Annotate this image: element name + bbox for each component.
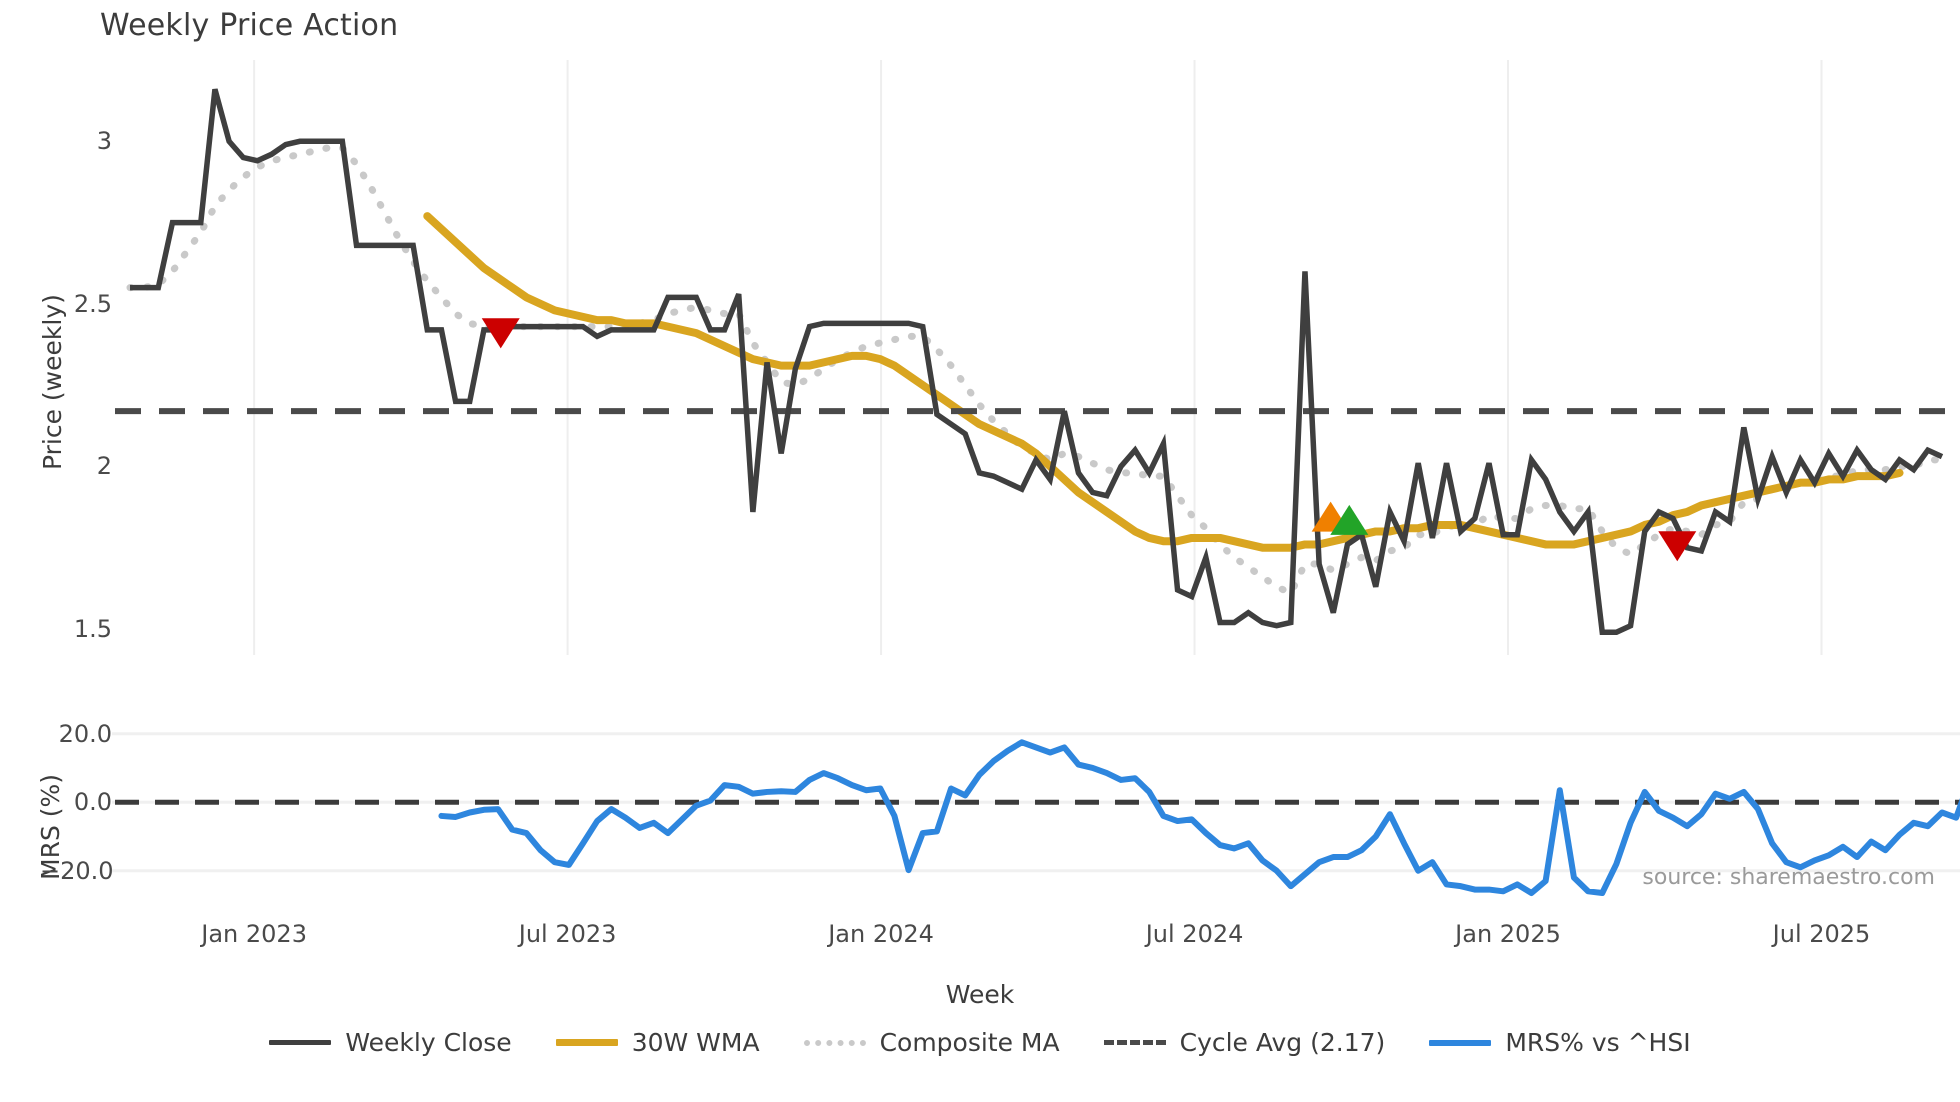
legend-label: Composite MA <box>879 1028 1060 1057</box>
mrs-y-tick-label: 20.0 <box>58 719 112 748</box>
price-y-tick-label: 2.5 <box>73 289 112 318</box>
legend-swatch-solid-icon <box>555 1039 618 1046</box>
legend-label: Cycle Avg (2.17) <box>1179 1028 1386 1057</box>
x-tick-label: Jan 2023 <box>201 920 307 948</box>
legend-swatch-dotted-icon <box>803 1039 866 1046</box>
x-tick-label: Jan 2025 <box>1455 920 1561 948</box>
legend-swatch-solid-icon <box>269 1040 332 1045</box>
weekly-close-line <box>130 88 1944 635</box>
source-watermark: source: sharemaestro.com <box>1642 865 1935 890</box>
buy-signal-marker <box>1330 504 1369 535</box>
legend-item[interactable]: MRS% vs ^HSI <box>1429 1028 1691 1057</box>
mrs-chart-panel <box>112 732 1960 897</box>
x-tick-label: Jul 2025 <box>1772 920 1871 948</box>
mrs-y-tick-label: −20.0 <box>40 856 114 885</box>
x-axis-label: Week <box>945 980 1015 1009</box>
legend-label: 30W WMA <box>631 1028 760 1057</box>
x-tick-label: Jul 2023 <box>518 920 617 948</box>
price-chart-panel <box>115 60 1960 655</box>
sell-signal-marker <box>1658 531 1697 562</box>
legend-item[interactable]: Composite MA <box>803 1028 1060 1057</box>
mrs-line <box>438 739 1960 897</box>
legend-item[interactable]: 30W WMA <box>555 1028 760 1057</box>
price-y-tick-label: 3 <box>96 127 112 156</box>
legend-item[interactable]: Weekly Close <box>269 1028 512 1057</box>
price-y-tick-label: 1.5 <box>73 614 112 643</box>
composite-ma-line <box>126 144 1946 598</box>
chart-legend: Weekly Close 30W WMA Composite MA Cycle Avg… <box>0 1028 1960 1057</box>
mrs-y-tick-label: 0.0 <box>73 788 112 817</box>
legend-swatch-solid-icon <box>1429 1039 1492 1046</box>
sell-signal-marker <box>481 318 520 349</box>
legend-item[interactable]: Cycle Avg (2.17) <box>1103 1028 1386 1057</box>
legend-label: Weekly Close <box>345 1028 512 1057</box>
price-y-tick-label: 2 <box>96 452 112 481</box>
legend-swatch-dashed-icon <box>1103 1040 1166 1045</box>
x-tick-label: Jan 2024 <box>828 920 934 948</box>
legend-label: MRS% vs ^HSI <box>1505 1028 1691 1057</box>
x-tick-label: Jul 2024 <box>1145 920 1244 948</box>
chart-title: Weekly Price Action <box>100 8 399 43</box>
wma-30w-line <box>423 212 1904 552</box>
